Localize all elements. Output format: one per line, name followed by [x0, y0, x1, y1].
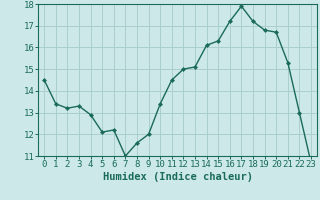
X-axis label: Humidex (Indice chaleur): Humidex (Indice chaleur) [103, 172, 252, 182]
